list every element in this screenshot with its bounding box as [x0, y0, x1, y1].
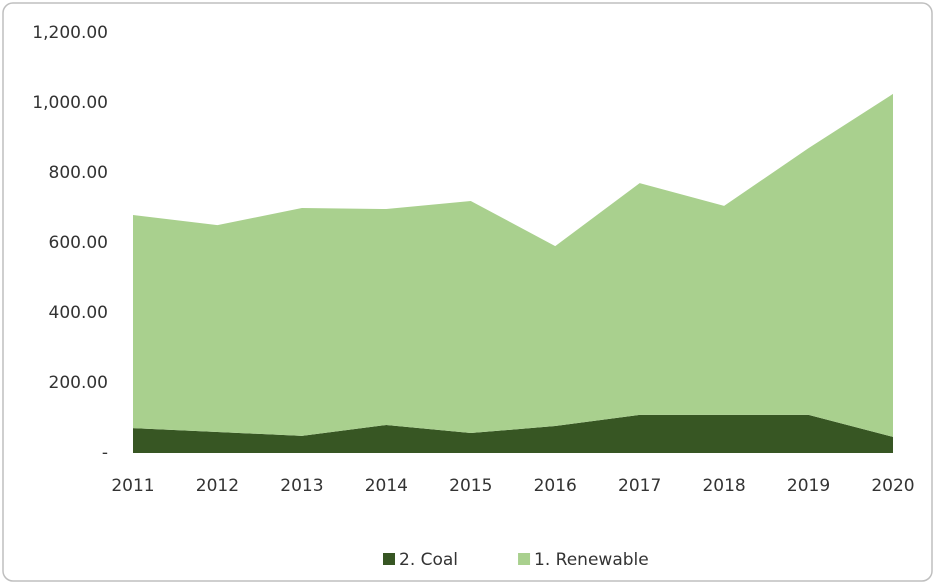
x-tick-label: 2015: [449, 476, 492, 496]
y-tick-label: 200.00: [49, 373, 108, 393]
x-tick-label: 2017: [618, 476, 661, 496]
x-tick-label: 2014: [365, 476, 408, 496]
x-tick-label: 2020: [871, 476, 914, 496]
y-tick-label: 1,000.00: [32, 93, 108, 113]
area: [133, 93, 893, 437]
legend-label: 2. Coal: [399, 550, 458, 570]
x-tick-label: 2013: [280, 476, 323, 496]
legend-swatch: [518, 553, 531, 565]
x-tick-label: 2016: [534, 476, 577, 496]
y-tick-label: -: [102, 443, 108, 463]
x-tick-label: 2019: [787, 476, 830, 496]
x-tick-label: 2018: [702, 476, 745, 496]
x-tick-label: 2012: [196, 476, 239, 496]
y-tick-label: 600.00: [49, 233, 108, 253]
x-tick-label: 2011: [111, 476, 154, 496]
y-tick-label: 800.00: [49, 163, 108, 183]
area: [133, 414, 893, 453]
legend-swatch: [383, 553, 395, 565]
y-tick-label: 1,200.00: [32, 23, 108, 43]
y-tick-label: 400.00: [49, 303, 108, 323]
legend-label: 1. Renewable: [534, 550, 649, 570]
